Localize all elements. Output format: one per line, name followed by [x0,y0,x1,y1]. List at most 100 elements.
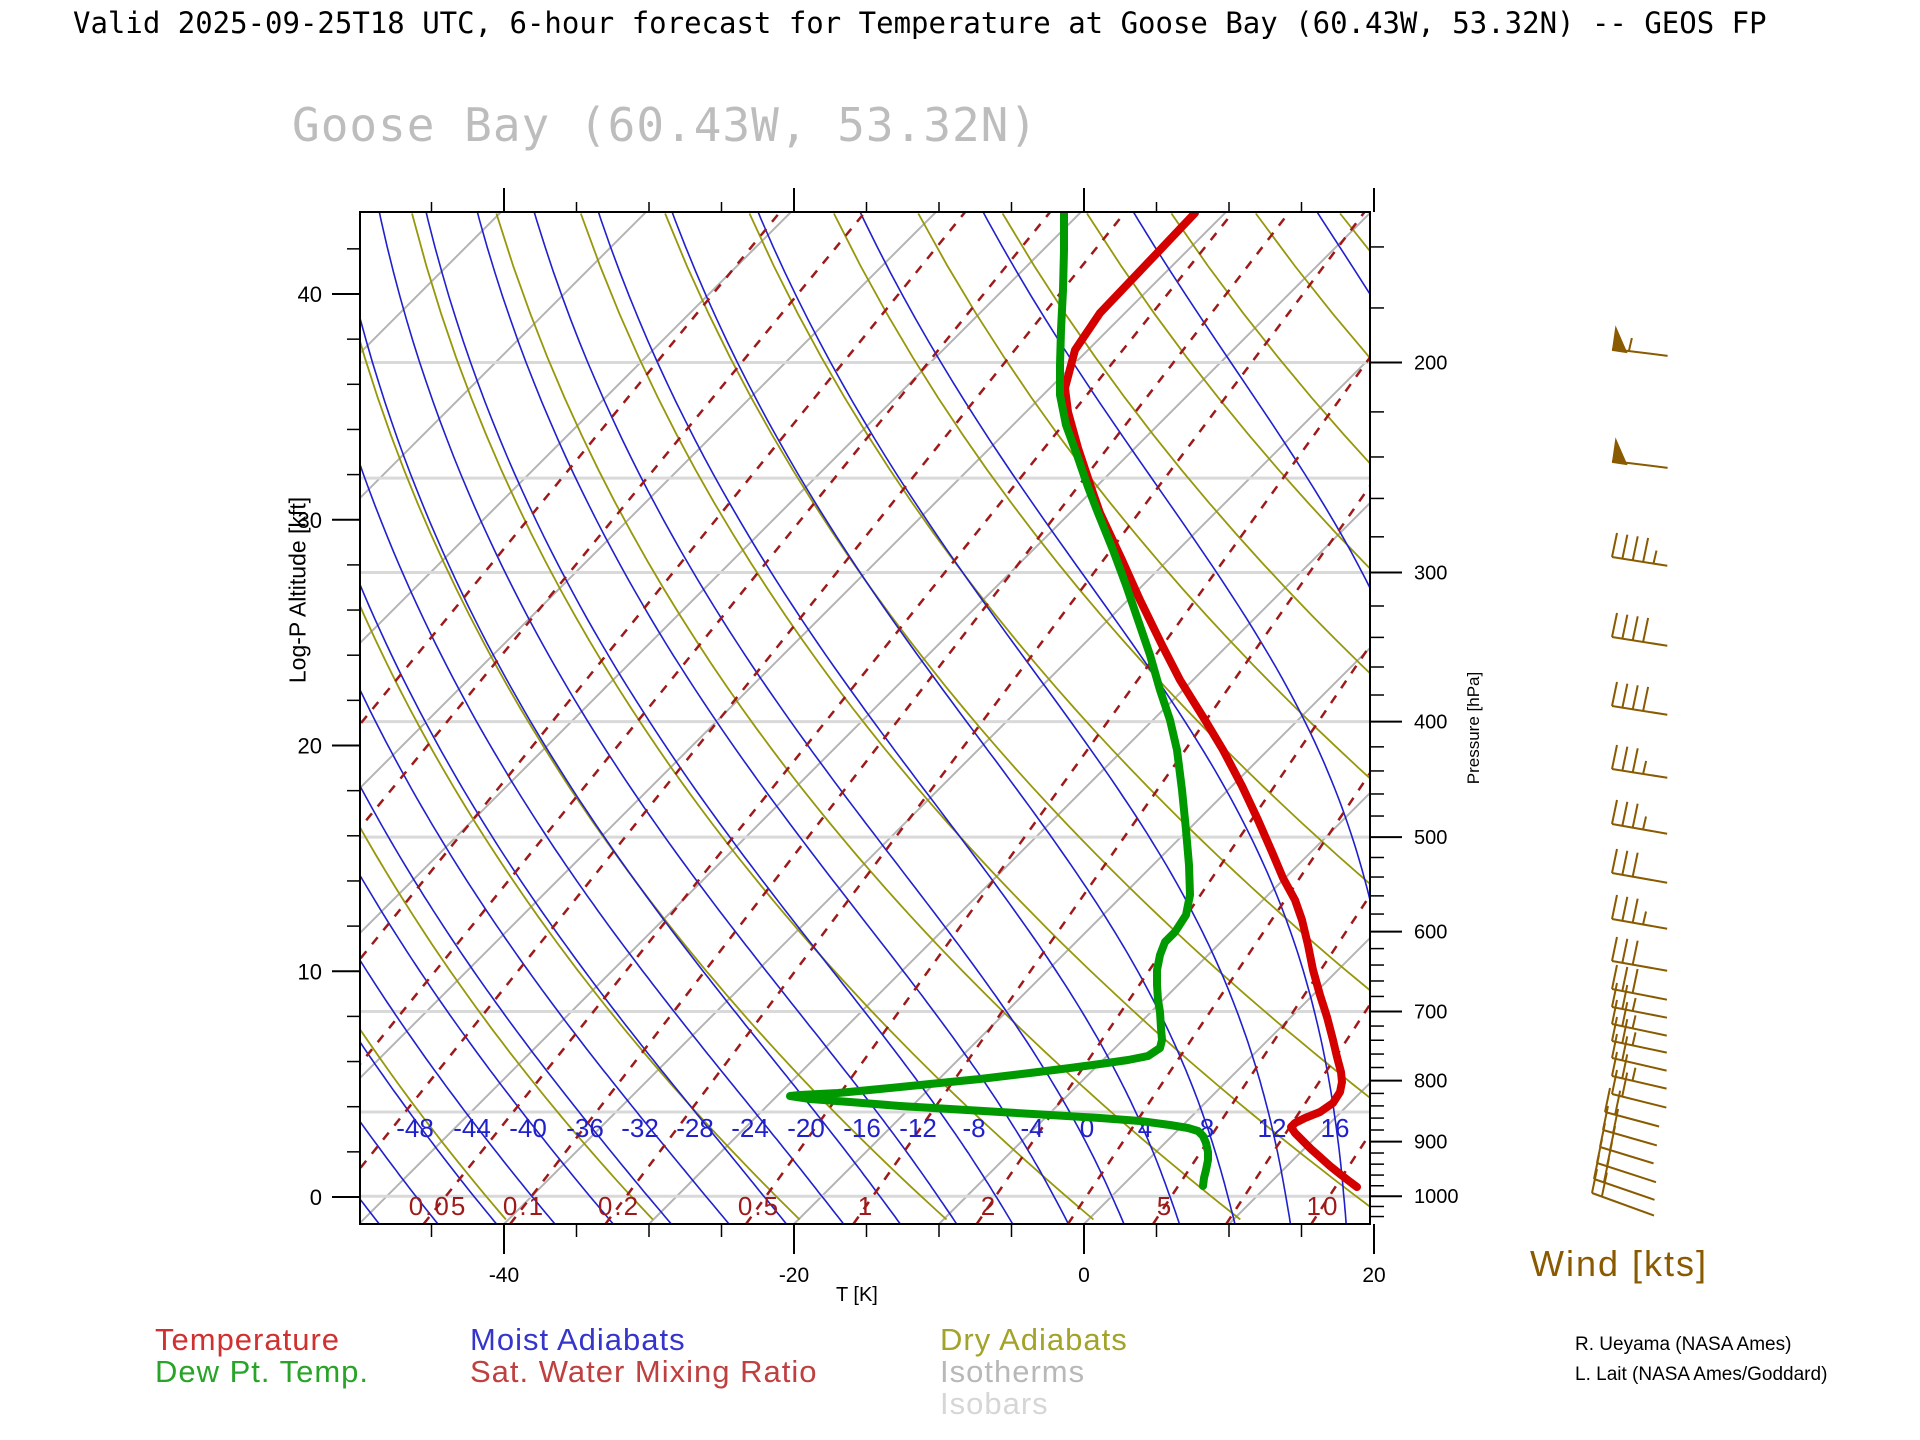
wind-barb-staff [1611,918,1668,930]
wind-barb-staff [1611,872,1668,884]
mixing-ratio-line [509,212,1291,1224]
moist-adiabat-line [982,212,1370,904]
legend-mixing-ratio: Sat. Water Mixing Ratio [470,1354,818,1389]
wind-barb-staff [1611,768,1668,779]
isotherm-line [360,212,937,790]
alt-tick-label: 20 [298,734,322,759]
dry-adiabat-line [748,213,1370,992]
wind-barb-full [1591,1168,1598,1194]
wind-barb-staff [1602,1129,1658,1147]
temp-tick-label: 20 [1362,1264,1385,1287]
pressure-tick-label: 900 [1414,1132,1447,1154]
isotherm-line [1519,212,1920,1224]
wind-barb-full [1611,1069,1618,1095]
mixing-ratio-label: 2 [981,1191,997,1221]
wind-barb [1602,1105,1658,1147]
moist-adiabat-line [360,1197,381,1224]
wind-barb [1611,799,1668,835]
wind-barb-full [1611,964,1618,990]
wind-barb-half [1652,550,1658,564]
wind-barb-full [1631,852,1639,877]
wind-barb [1611,1016,1667,1054]
moist-adiabat-line [0,192,27,1224]
wind-barb-staff [1611,1023,1667,1037]
wind-barb [1611,532,1668,567]
wind-barb-half [1642,760,1648,775]
wind-barb-full [1621,984,1629,1010]
wind-barb [1611,1069,1667,1109]
wind-barb [1611,982,1668,1019]
mixing-ratio-line [604,212,1366,1224]
dry-adiabat-line [411,213,1094,1221]
moist-adiabat-label: -28 [676,1113,714,1143]
mixing-ratio-label: 1 [858,1191,874,1221]
wind-barb-full [1614,1090,1622,1115]
wind-barb-staff [1611,1093,1667,1109]
wind-barb [1611,999,1667,1037]
moist-adiabat-label: -36 [566,1113,604,1143]
moist-adiabat-line [360,314,902,1224]
dry-adiabat-line [0,214,359,1220]
mixing-ratio-label: 0.5 [738,1191,780,1221]
dry-adiabat-line [1170,212,1370,465]
moist-adiabat-line [360,582,788,1224]
moist-adiabat-line [597,212,1181,1224]
wind-barb-staff [1611,1075,1667,1090]
left-axis-title: Log-P Altitude [kft] [284,496,311,684]
moist-adiabat-line [757,212,1292,1224]
wind-barb-full [1621,966,1629,992]
wind-barb-full [1611,612,1618,638]
wind-barb-staff [1611,1006,1668,1019]
moist-adiabat-line [360,958,556,1224]
wind-barb-full [1631,803,1639,828]
wind-barb-full [1621,938,1629,964]
moist-adiabat-label: -44 [453,1113,491,1143]
wind-barb [1611,894,1668,930]
moist-adiabat-label: -20 [787,1113,825,1143]
moist-adiabat-line [476,212,1070,1224]
wind-barb-full [1631,748,1639,773]
wind-barb-full [1611,681,1618,707]
isotherm-line [0,212,211,1224]
alt-tick-label: 40 [298,282,322,307]
legend-isobars: Isobars [940,1386,1049,1421]
moist-adiabat-label: -48 [396,1113,434,1143]
wind-barb [1591,1168,1655,1217]
wind-barb-staff [1611,556,1668,567]
moist-adiabat-label: -32 [621,1113,659,1143]
moist-adiabat-line [0,192,144,1224]
wind-barb-staff [1611,823,1668,835]
isotherm-line [360,212,1370,1224]
wind-barb-staff [1604,1111,1660,1128]
wind-barb-full [1604,1087,1611,1113]
moist-adiabat-line [360,462,845,1224]
wind-barb-full [1621,1054,1629,1079]
temp-tick-label: -40 [489,1264,519,1287]
mixing-ratio-label: 0.05 [409,1191,468,1221]
wind-barb [1611,612,1668,647]
wind-barb-staff [1611,636,1668,647]
dry-adiabat-line [360,338,948,1221]
moist-adiabat-label: -24 [731,1113,769,1143]
wind-barb-full [1621,1018,1629,1044]
pressure-tick-label: 500 [1414,827,1447,849]
legend-dry-adiabats: Dry Adiabats [940,1322,1128,1357]
isotherm-line [793,646,1370,1224]
dry-adiabat-line [360,603,801,1221]
dry-adiabat-line [1593,214,1920,1220]
wind-barb-full [1631,536,1639,561]
wind-barb-staff [1611,1057,1667,1072]
isotherm-line [0,212,356,1224]
wind-barb-full [1621,683,1629,708]
wind-barb-full [1621,614,1629,639]
mixing-ratio-line [360,212,867,830]
wind-barb-full [1611,982,1618,1008]
wind-barb-full [1621,850,1629,876]
wind-barb-staff [1591,1192,1655,1217]
legend-dewpoint: Dew Pt. Temp. [155,1354,370,1389]
plot-line-labels: -48 -44 -40 -36 -32 -28 -24 -20 -16 -12 -8 -4 0 4 8 12 1… [396,1113,1349,1221]
alt-tick-label: 0 [310,1185,322,1210]
wind-barb-full [1621,1001,1629,1027]
moist-adiabat-line [533,212,1125,1224]
legend-isotherms: Isotherms [940,1354,1086,1389]
